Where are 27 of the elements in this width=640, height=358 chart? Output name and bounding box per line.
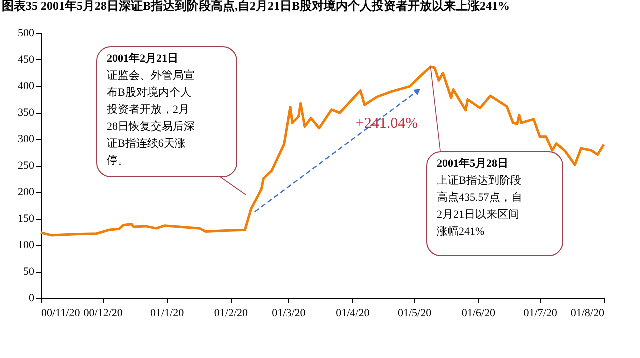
y-tick-label: 100 xyxy=(18,240,35,252)
annotation: 上证B指达到阶段高点435.57点，自2月21日以来区间涨幅241% xyxy=(437,174,522,238)
y-tick-label: 50 xyxy=(24,266,35,278)
x-tick-label: 01/8/20 xyxy=(570,308,605,320)
y-tick-label: 200 xyxy=(18,186,35,198)
annotation: +241.04% xyxy=(356,116,418,132)
x-tick-label: 01/3/20 xyxy=(272,308,306,320)
y-tick-label: 250 xyxy=(18,160,35,172)
x-tick-label: 01/5/20 xyxy=(398,308,432,320)
y-tick-label: 500 xyxy=(18,28,35,40)
x-tick-label: 01/7/20 xyxy=(524,308,558,320)
y-tick-label: 400 xyxy=(18,80,35,92)
x-tick-label: 01/2/20 xyxy=(214,308,249,320)
annotation: 2001年5月28日 xyxy=(437,157,508,170)
x-tick-label: 00/11/20 xyxy=(42,308,81,320)
y-tick-label: 300 xyxy=(18,134,35,146)
y-tick-label: 150 xyxy=(18,213,35,225)
x-tick-label: 01/6/20 xyxy=(462,308,496,320)
x-tick-label: 00/12/20 xyxy=(84,308,124,320)
x-tick-label: 01/4/20 xyxy=(336,308,370,320)
line-series xyxy=(40,66,606,237)
annotation: 证监会、外管局宣布B股对境内个人投资者开放，2月28日恢复交易后深证B指连续6天涨停。 xyxy=(106,69,195,167)
y-tick-label: 0 xyxy=(29,292,35,304)
y-tick-label: 450 xyxy=(18,54,35,66)
y-tick-label: 350 xyxy=(18,107,35,119)
annotation: 2001年2月21日 xyxy=(107,52,178,65)
x-tick-label: 01/1/20 xyxy=(150,308,185,320)
